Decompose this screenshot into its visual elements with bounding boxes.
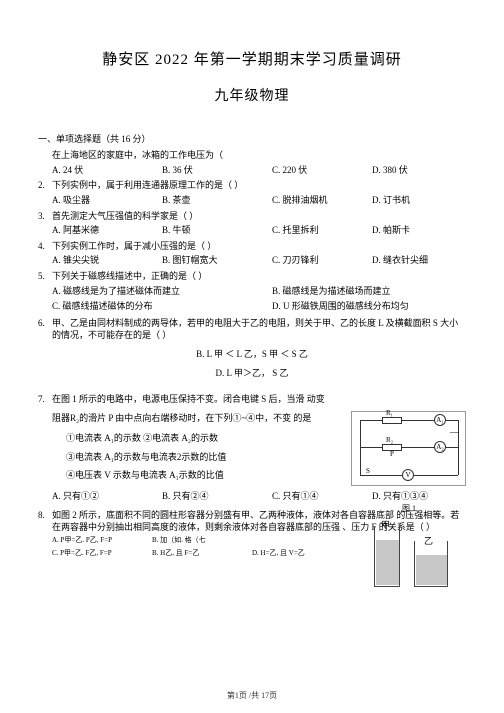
q6-number: 6. — [38, 317, 52, 330]
q3-number: 3. — [38, 210, 52, 223]
q7-opt-c: C. 只有①④ — [272, 490, 372, 503]
q6-opt-d: D. L 甲＞乙， S 乙 — [216, 367, 289, 380]
page-subtitle: 九年级物理 — [38, 87, 466, 107]
q4-opt-c: C. 刀刃锋利 — [272, 254, 372, 267]
q7-opt-a: A. 只有①② — [52, 490, 162, 503]
q3-opt-c: C. 托里拆利 — [272, 224, 372, 237]
q7-opt-b: B. 只有②④ — [162, 490, 272, 503]
q2-opt-c: C. 脱排油烟机 — [272, 194, 372, 207]
q2-opt-a: A. 吸尘器 — [52, 194, 162, 207]
q1-stem: 在上海地区的家庭中，冰箱的工作电压为（ — [52, 149, 466, 162]
q7-number: 7. — [38, 393, 52, 406]
r1-label: R₁ — [386, 409, 393, 419]
q8-opt-b2: B. H乙, 且 F=乙 — [152, 549, 252, 559]
q5-opt-a: A. 磁感线是为了描述磁体而建立 — [52, 285, 272, 298]
q8-opt-mid: B. 加（如. 格（七 — [152, 536, 272, 546]
q4-stem: 下列实例工作时，属于减小压强的是（ ） — [52, 240, 466, 253]
q3-opt-d: D. 帕斯卡 — [372, 224, 466, 237]
q4-number: 4. — [38, 240, 52, 253]
q2-opt-b: B. 茶壶 — [162, 194, 272, 207]
q4-opt-b: B. 图钉帽宽大 — [162, 254, 272, 267]
q7-stem1: 在图 1 所示的电路中，电源电压保持不变。闭合电键 S 后，当滑 动变 — [52, 393, 466, 406]
q1-opt-a: A. 24 伏 — [52, 164, 162, 177]
r2-label: R₂ — [386, 436, 393, 446]
page-title: 静安区 2022 年第一学期期末学习质量调研 — [38, 50, 466, 71]
q3-opt-b: B. 牛顿 — [162, 224, 272, 237]
q6-opt-b: B. L 甲 ＜ L 乙，S 甲 ＜ S 乙 — [196, 348, 308, 361]
q1-opt-b: B. 36 伏 — [162, 164, 272, 177]
q8-opt-d2: D. H=乙, 且 V=乙 — [252, 549, 352, 559]
s-label: S — [366, 467, 370, 477]
q3-stem: 首先测定大气压强值的科学家是（ ） — [52, 210, 466, 223]
vessels-figure: 甲 乙 — [366, 517, 456, 587]
a2-meter: A₂ — [434, 441, 446, 453]
q2-stem: 下列实例中，属于利用连通器原理工作的是（ ） — [52, 179, 466, 192]
v-meter: V — [402, 469, 414, 481]
q2-opt-d: D. 订书机 — [372, 194, 466, 207]
q5-opt-d: D. U 形磁铁周围的磁感线分布均匀 — [272, 300, 409, 313]
section-header: 一、单项选择题（共 16 分） — [38, 133, 466, 146]
q3-opt-a: A. 阿基米德 — [52, 224, 162, 237]
q7-opt-d: D. 只有①③④ — [372, 490, 466, 503]
q1-opt-c: C. 220 伏 — [272, 164, 372, 177]
page-footer: 第1页 /共 17页 — [0, 690, 504, 701]
vessel-1-label: 甲 — [381, 519, 390, 532]
vessel-2-label: 乙 — [424, 535, 433, 548]
p-label: P — [390, 450, 394, 460]
q8-opt-c: C. P甲=乙. F乙, F=P — [52, 549, 152, 559]
q5-opt-b: B. 磁感线是为描述磁场而建立 — [272, 285, 391, 298]
q4-opt-d: D. 缝衣针尖细 — [372, 254, 466, 267]
a1-meter: A₁ — [434, 414, 446, 426]
q8-number: 8. — [38, 509, 52, 522]
q6-stem: 甲、乙是由同材料制成的两导体，若甲的电阻大于乙的电阻，则关于甲、乙的长度 L 及… — [52, 317, 466, 342]
circuit-figure: R₁ A₁ R₂ P A₂ V S — — [351, 411, 466, 486]
q2-number: 2. — [38, 179, 52, 192]
q8-opt-a: A. P甲=乙. P乙, F=P — [52, 536, 152, 546]
q5-stem: 下列关于磁感线描述中，正确的是（ ） — [52, 270, 466, 283]
q5-number: 5. — [38, 270, 52, 283]
q1-opt-d: D. 380 伏 — [372, 164, 466, 177]
q5-opt-c: C. 磁感线描述磁体的分布 — [52, 300, 272, 313]
q7-stem2: 阻器R₂的滑片 P 由中点向右端移动时，在下列①~④中，不变 的是 — [52, 412, 342, 425]
q4-opt-a: A. 锥尖尖锐 — [52, 254, 162, 267]
